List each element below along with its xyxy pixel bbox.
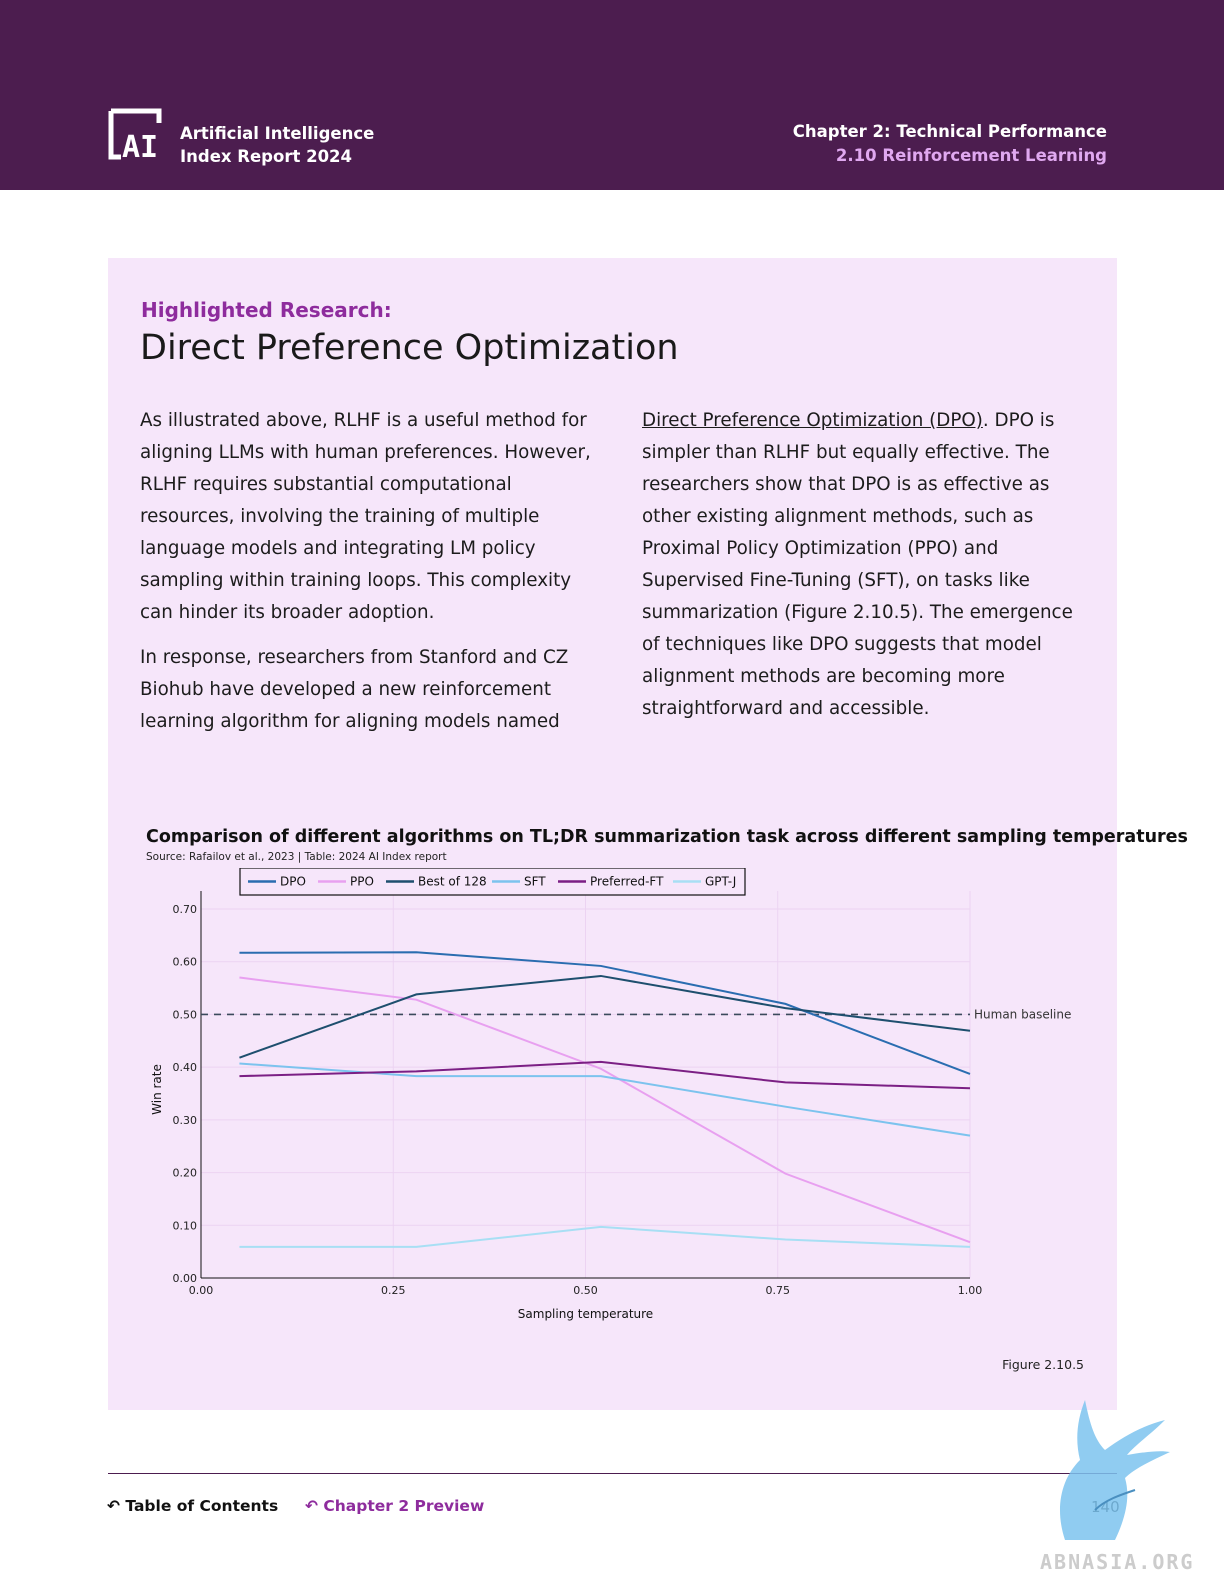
article-title: Direct Preference Optimization — [140, 328, 679, 368]
legend-label: Preferred-FT — [590, 875, 664, 889]
brand-line2: Index Report 2024 — [180, 147, 353, 166]
y-tick-label: 0.10 — [173, 1219, 198, 1232]
series-line-ppo — [239, 976, 971, 1244]
legend-label: GPT-J — [705, 875, 736, 889]
highlighted-research-panel — [108, 258, 1117, 1410]
x-tick-label: 0.00 — [189, 1284, 214, 1297]
toc-label: Table of Contents — [125, 1497, 279, 1515]
paragraph-3-text: . DPO is simpler than RLHF but equally e… — [642, 410, 1073, 719]
report-header: AI Artificial Intelligence Index Report … — [0, 0, 1224, 190]
legend-label: SFT — [524, 875, 546, 889]
chapter-preview-label: Chapter 2 Preview — [323, 1497, 485, 1515]
y-tick-label: 0.30 — [173, 1114, 198, 1127]
y-axis-label: Win rate — [150, 1064, 164, 1115]
chart-source: Source: Rafailov et al., 2023 | Table: 2… — [146, 851, 447, 863]
text-column-right: Direct Preference Optimization (DPO). DP… — [642, 405, 1092, 738]
legend-label: Best of 128 — [418, 875, 487, 889]
chapter-preview-link[interactable]: ↶ Chapter 2 Preview — [305, 1497, 484, 1515]
y-tick-label: 0.00 — [173, 1272, 198, 1285]
x-tick-label: 0.50 — [573, 1284, 598, 1297]
y-tick-label: 0.40 — [173, 1061, 198, 1074]
highlight-label: Highlighted Research: — [141, 298, 392, 322]
paragraph-1: As illustrated above, RLHF is a useful m… — [140, 410, 591, 623]
x-axis-label: Sampling temperature — [518, 1307, 653, 1321]
x-tick-label: 0.25 — [381, 1284, 406, 1297]
win-rate-chart: 0.00 0.10 0.20 0.30 0.40 0.50 0.60 0.70 0.00 0.25… — [140, 867, 1100, 1338]
watermark-text: ABNASIA.ORG — [1040, 1550, 1195, 1574]
chapter-title: Chapter 2: Technical Performance — [792, 122, 1107, 141]
series-line-gpt-j — [239, 1225, 971, 1248]
x-tick-label: 1.00 — [958, 1284, 983, 1297]
series-line-preferred-ft — [239, 1060, 971, 1090]
series-line-best-of-128 — [239, 974, 971, 1059]
y-tick-label: 0.60 — [173, 956, 198, 969]
series-line-sft — [239, 1062, 971, 1137]
griffin-watermark-icon — [1060, 1400, 1170, 1540]
chart-title: Comparison of different algorithms on TL… — [146, 827, 1188, 847]
x-tick-label: 0.75 — [766, 1284, 791, 1297]
brand-line1: Artificial Intelligence — [180, 124, 375, 143]
y-tick-label: 0.70 — [173, 903, 198, 916]
return-arrow-icon: ↶ — [107, 1497, 126, 1515]
paragraph-3: Direct Preference Optimization (DPO). DP… — [642, 405, 1092, 725]
legend-label: PPO — [350, 875, 374, 889]
legend-label: DPO — [280, 875, 306, 889]
text-column-left: As illustrated above, RLHF is a useful m… — [140, 405, 600, 751]
dpo-link[interactable]: Direct Preference Optimization (DPO) — [642, 410, 983, 431]
ai-index-logo: AI — [108, 108, 162, 162]
logo-text: AI — [122, 130, 158, 162]
chapter-heading: Chapter 2: Technical Performance 2.10 Re… — [793, 120, 1107, 168]
figure-label: Figure 2.10.5 — [1002, 1357, 1084, 1372]
series-line-dpo — [239, 951, 971, 1075]
report-brand: Artificial Intelligence Index Report 202… — [180, 122, 374, 168]
table-of-contents-link[interactable]: ↶ Table of Contents — [107, 1497, 278, 1515]
chart-svg: 0.00 0.10 0.20 0.30 0.40 0.50 0.60 0.70 0.00 0.25… — [150, 867, 1071, 1321]
return-arrow-icon: ↶ — [305, 1497, 324, 1515]
paragraph-2: In response, researchers from Stanford a… — [140, 647, 569, 732]
y-tick-label: 0.20 — [173, 1167, 198, 1180]
section-title: 2.10 Reinforcement Learning — [835, 146, 1107, 165]
y-tick-label: 0.50 — [173, 1008, 198, 1021]
footer-divider — [108, 1473, 1117, 1474]
human-baseline-label: Human baseline — [974, 1007, 1071, 1021]
